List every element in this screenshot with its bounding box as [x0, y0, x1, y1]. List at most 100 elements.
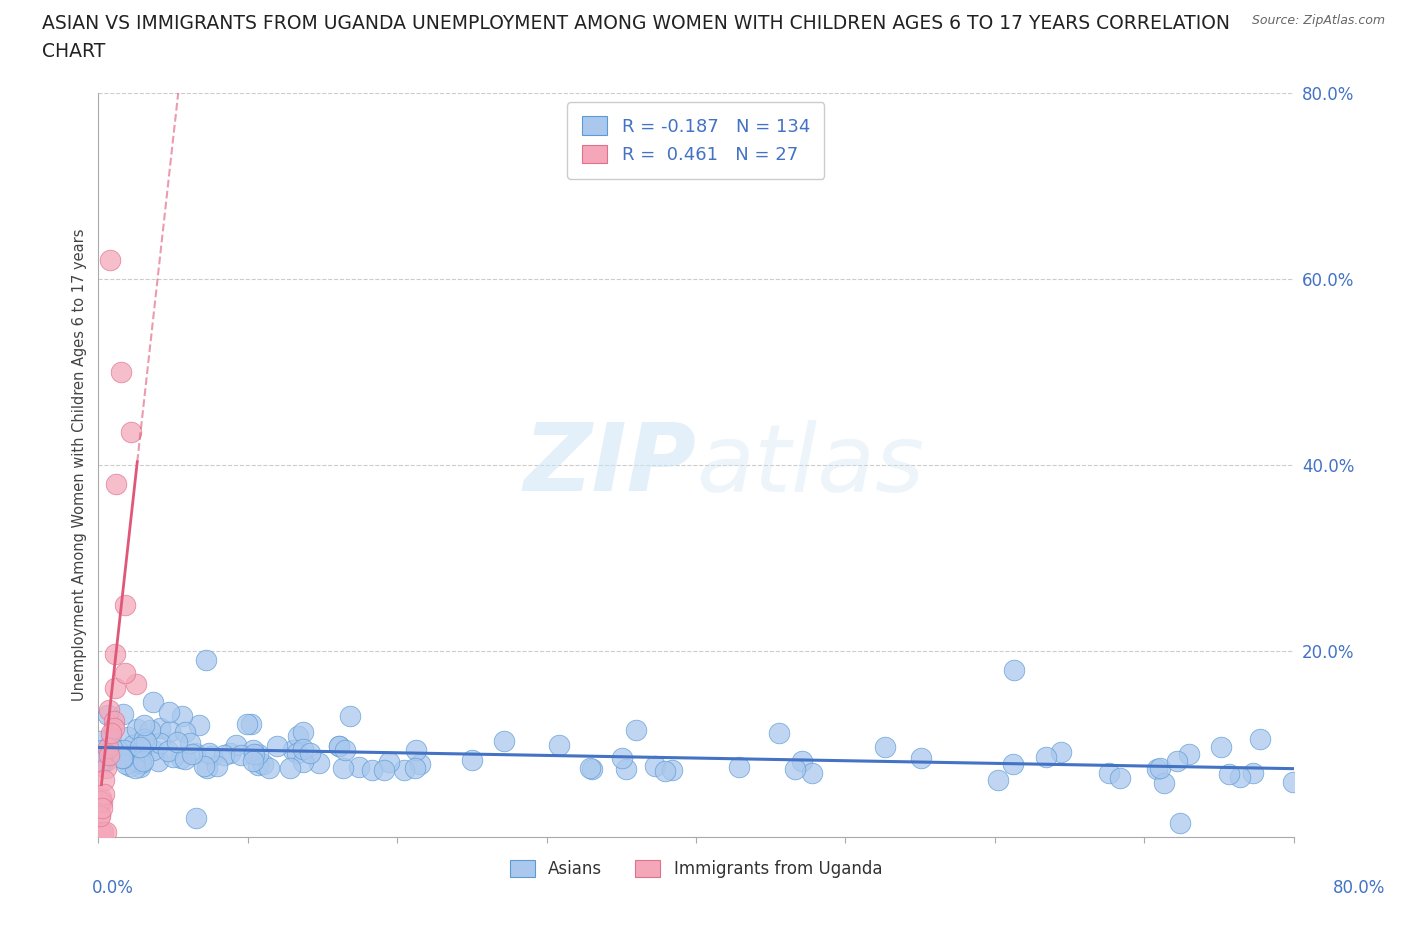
Text: Source: ZipAtlas.com: Source: ZipAtlas.com: [1251, 14, 1385, 27]
Point: [91, 755, 114, 770]
Point: [328, 738, 350, 753]
Point: [100, 725, 122, 740]
Point: [89, 793, 111, 808]
Point: [373, 763, 395, 777]
Point: [1146, 762, 1168, 777]
Point: [291, 724, 314, 739]
Point: [117, 729, 139, 744]
Point: [225, 737, 247, 752]
Point: [247, 746, 270, 761]
Point: [104, 646, 127, 661]
Point: [124, 760, 146, 775]
Point: [172, 709, 194, 724]
Point: [128, 739, 150, 754]
Point: [120, 425, 142, 440]
Text: 0.0%: 0.0%: [91, 879, 134, 897]
Point: [614, 762, 637, 777]
Point: [111, 707, 134, 722]
Point: [101, 741, 124, 756]
Point: [212, 748, 235, 763]
Point: [112, 742, 135, 757]
Point: [128, 759, 150, 774]
Point: [1035, 750, 1057, 764]
Point: [195, 761, 218, 776]
Point: [193, 759, 215, 774]
Point: [624, 722, 647, 737]
Point: [100, 729, 122, 744]
Point: [179, 736, 201, 751]
Point: [266, 738, 288, 753]
Point: [125, 722, 148, 737]
Point: [1149, 761, 1171, 776]
Text: atlas: atlas: [696, 419, 924, 511]
Point: [328, 738, 350, 753]
Point: [194, 653, 217, 668]
Point: [198, 745, 221, 760]
Point: [93, 787, 115, 802]
Point: [800, 765, 823, 780]
Point: [94, 761, 117, 776]
Point: [114, 666, 136, 681]
Point: [132, 753, 155, 768]
Point: [1281, 775, 1303, 790]
Point: [110, 751, 132, 765]
Point: [1250, 732, 1272, 747]
Point: [654, 764, 676, 778]
Point: [120, 759, 142, 774]
Point: [89, 807, 111, 822]
Point: [100, 747, 122, 762]
Text: 80.0%: 80.0%: [1333, 879, 1385, 897]
Point: [90, 800, 112, 815]
Point: [142, 742, 165, 757]
Point: [162, 750, 184, 764]
Point: [285, 745, 308, 760]
Text: CHART: CHART: [42, 42, 105, 60]
Point: [219, 745, 242, 760]
Point: [1177, 747, 1199, 762]
Point: [287, 728, 309, 743]
Point: [89, 809, 111, 824]
Point: [333, 742, 356, 757]
Point: [404, 761, 426, 776]
Point: [494, 734, 516, 749]
Point: [90, 790, 112, 805]
Point: [728, 760, 751, 775]
Point: [97, 741, 120, 756]
Point: [90, 754, 112, 769]
Point: [173, 751, 195, 766]
Point: [278, 761, 301, 776]
Point: [103, 721, 125, 736]
Point: [87, 748, 110, 763]
Text: ZIP: ZIP: [523, 419, 696, 511]
Point: [157, 704, 180, 719]
Point: [91, 794, 114, 809]
Point: [157, 744, 180, 759]
Point: [134, 735, 156, 750]
Point: [392, 763, 415, 777]
Point: [1001, 757, 1024, 772]
Point: [122, 753, 145, 768]
Point: [207, 759, 229, 774]
Point: [174, 725, 197, 740]
Point: [132, 732, 155, 747]
Point: [242, 743, 264, 758]
Point: [360, 763, 382, 777]
Point: [187, 717, 209, 732]
Point: [141, 695, 163, 710]
Point: [247, 757, 270, 772]
Point: [159, 724, 181, 738]
Text: ASIAN VS IMMIGRANTS FROM UGANDA UNEMPLOYMENT AMONG WOMEN WITH CHILDREN AGES 6 TO: ASIAN VS IMMIGRANTS FROM UGANDA UNEMPLOY…: [42, 14, 1230, 33]
Point: [252, 757, 274, 772]
Point: [97, 747, 120, 762]
Point: [170, 751, 193, 765]
Point: [1211, 739, 1233, 754]
Point: [186, 811, 208, 826]
Point: [257, 761, 280, 776]
Point: [184, 745, 207, 760]
Point: [768, 725, 790, 740]
Point: [131, 732, 153, 747]
Point: [1109, 771, 1132, 786]
Point: [112, 751, 135, 765]
Point: [94, 825, 117, 840]
Point: [239, 717, 262, 732]
